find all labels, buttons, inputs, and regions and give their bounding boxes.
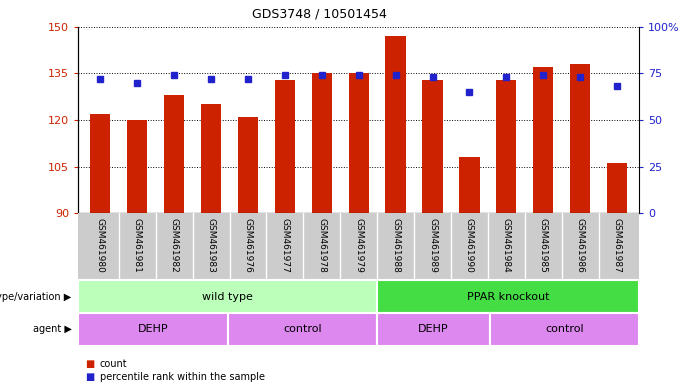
Bar: [490, 313, 639, 346]
Bar: [533, 67, 554, 213]
Bar: [459, 157, 479, 213]
Text: DEHP: DEHP: [418, 324, 449, 334]
Text: GSM461982: GSM461982: [170, 218, 179, 273]
Text: percentile rank within the sample: percentile rank within the sample: [100, 372, 265, 382]
Text: GSM461989: GSM461989: [428, 218, 437, 273]
Text: PPAR knockout: PPAR knockout: [467, 291, 549, 302]
Bar: [496, 79, 517, 213]
Text: control: control: [545, 324, 583, 334]
Bar: [164, 95, 184, 213]
Text: GSM461976: GSM461976: [243, 218, 252, 273]
Bar: [228, 313, 377, 346]
Text: GSM461990: GSM461990: [465, 218, 474, 273]
Bar: [377, 313, 490, 346]
Text: DEHP: DEHP: [137, 324, 169, 334]
Text: GSM461985: GSM461985: [539, 218, 547, 273]
Bar: [238, 117, 258, 213]
Bar: [78, 313, 228, 346]
Bar: [275, 79, 295, 213]
Text: count: count: [100, 359, 128, 369]
Text: control: control: [284, 324, 322, 334]
Text: genotype/variation ▶: genotype/variation ▶: [0, 291, 71, 302]
Bar: [422, 79, 443, 213]
Bar: [127, 120, 148, 213]
Text: agent ▶: agent ▶: [33, 324, 71, 334]
Bar: [607, 164, 627, 213]
Bar: [78, 280, 377, 313]
Text: GSM461978: GSM461978: [318, 218, 326, 273]
Text: GSM461988: GSM461988: [391, 218, 400, 273]
Text: ■: ■: [85, 359, 95, 369]
Text: wild type: wild type: [203, 291, 253, 302]
Text: ■: ■: [85, 372, 95, 382]
Bar: [201, 104, 221, 213]
Bar: [349, 73, 369, 213]
Text: GSM461987: GSM461987: [613, 218, 622, 273]
Bar: [90, 114, 110, 213]
Bar: [311, 73, 332, 213]
Bar: [386, 36, 406, 213]
Text: GSM461980: GSM461980: [96, 218, 105, 273]
Text: GSM461979: GSM461979: [354, 218, 363, 273]
Text: GSM461983: GSM461983: [207, 218, 216, 273]
Text: GSM461984: GSM461984: [502, 218, 511, 273]
Bar: [377, 280, 639, 313]
Text: GSM461986: GSM461986: [576, 218, 585, 273]
Text: GDS3748 / 10501454: GDS3748 / 10501454: [252, 8, 387, 21]
Text: GSM461981: GSM461981: [133, 218, 141, 273]
Bar: [570, 64, 590, 213]
Text: GSM461977: GSM461977: [280, 218, 290, 273]
